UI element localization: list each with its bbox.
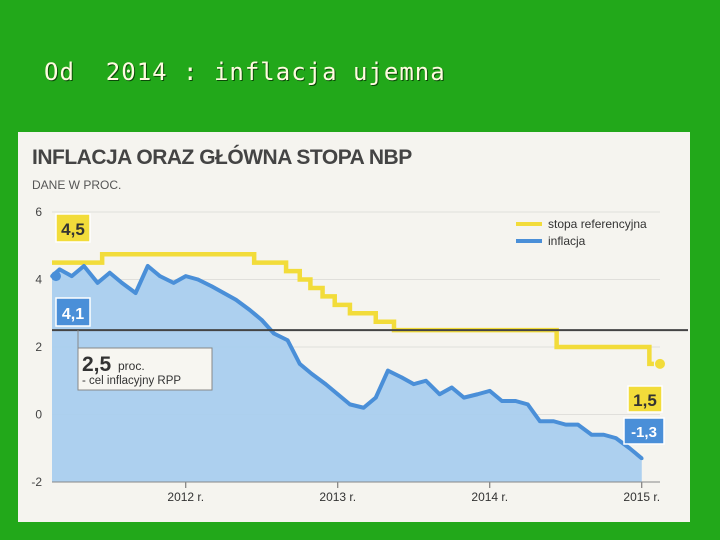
legend-label-inflation: inflacja	[548, 234, 586, 248]
inflation-point	[310, 372, 314, 376]
inflation-point	[373, 395, 378, 400]
inflation-point	[145, 264, 150, 268]
infl-end-value: -1,3	[631, 424, 657, 441]
y-tick-label: 2	[35, 340, 42, 354]
inflation-point	[424, 378, 428, 383]
inflation-point	[272, 331, 276, 336]
inflation-point	[183, 274, 188, 278]
inflation-rate-chart: 6 4 2 0 -2 2012 r. 2013 r. 2014 r. 2015 r. stopa…	[31, 205, 688, 504]
inflation-point	[525, 402, 530, 407]
inflation-point	[69, 274, 74, 278]
newspaper-chart-clipping: 6 4 2 0 -2 2012 r. 2013 r. 2014 r. 2015 r. stopa…	[18, 132, 690, 522]
inflation-point	[475, 392, 480, 397]
inflation-point	[234, 297, 238, 302]
inflation-point	[437, 392, 442, 397]
inflation-point	[500, 399, 504, 403]
inflation-point	[133, 291, 138, 295]
inflation-point	[386, 368, 390, 373]
inflation-point	[411, 382, 416, 386]
reference-end-dot	[655, 358, 665, 369]
infl-start-box	[55, 297, 91, 327]
inflation-point	[513, 399, 518, 403]
target-description: - cel inflacyjny RPP	[82, 375, 181, 387]
y-tick-label: -2	[31, 475, 42, 489]
inflation-point	[399, 375, 404, 380]
target-value: 2,5	[82, 353, 112, 376]
inflation-point	[120, 281, 124, 285]
inflation-point	[247, 308, 252, 312]
inflation-point	[348, 402, 352, 407]
slide-title: Od 2014 : inflacja ujemna	[44, 58, 446, 86]
inflation-point	[95, 281, 100, 285]
legend-label-reference: stopa referencyjna	[548, 217, 647, 231]
chart-title: INFLACJA ORAZ GŁÓWNA STOPA NBP	[32, 146, 412, 169]
inflation-line	[50, 264, 644, 460]
inflation-point	[589, 432, 594, 437]
inflation-point	[449, 385, 454, 390]
target-callout-box	[77, 347, 213, 391]
inflation-point	[551, 419, 556, 424]
inflation-point	[323, 382, 328, 386]
inflation-point	[285, 338, 290, 343]
inflation-start-dot	[51, 271, 61, 282]
inflation-area	[52, 266, 642, 482]
target-unit: proc.	[118, 359, 145, 373]
inflation-point	[614, 436, 618, 440]
inflation-point	[639, 456, 644, 461]
ref-end-box	[627, 385, 663, 413]
x-tick-label: 2015 r.	[623, 490, 660, 504]
inflation-point	[209, 284, 214, 289]
inflation-point	[335, 392, 340, 397]
ref-start-value: 4,5	[61, 220, 85, 239]
inflation-point	[627, 446, 632, 451]
inflation-point	[196, 277, 200, 282]
inflation-point	[601, 432, 606, 437]
x-tick-label: 2013 r.	[319, 490, 356, 504]
inflation-point	[563, 422, 568, 427]
infl-start-value: 4,1	[62, 306, 84, 323]
inflation-point	[158, 274, 162, 278]
y-tick-label: 4	[35, 273, 42, 287]
chart-subtitle: DANE W PROC.	[32, 178, 122, 192]
ref-start-box	[55, 213, 91, 243]
y-tick-label: 0	[35, 408, 42, 422]
inflation-point	[259, 318, 264, 322]
inflation-point	[538, 419, 542, 424]
inflation-point	[297, 362, 302, 366]
inflation-point	[487, 389, 492, 393]
inflation-point	[576, 422, 580, 427]
inflation-point	[221, 291, 226, 295]
x-tick-label: 2012 r.	[167, 490, 204, 504]
y-tick-label: 6	[35, 205, 42, 219]
inflation-point	[57, 267, 62, 272]
inflation-point	[171, 281, 176, 285]
ref-end-value: 1,5	[633, 391, 657, 410]
inflation-point	[107, 270, 112, 275]
inflation-point	[82, 264, 86, 268]
x-tick-label: 2014 r.	[471, 490, 508, 504]
inflation-point	[361, 405, 366, 410]
inflation-point	[462, 395, 466, 400]
infl-end-box	[623, 417, 665, 445]
